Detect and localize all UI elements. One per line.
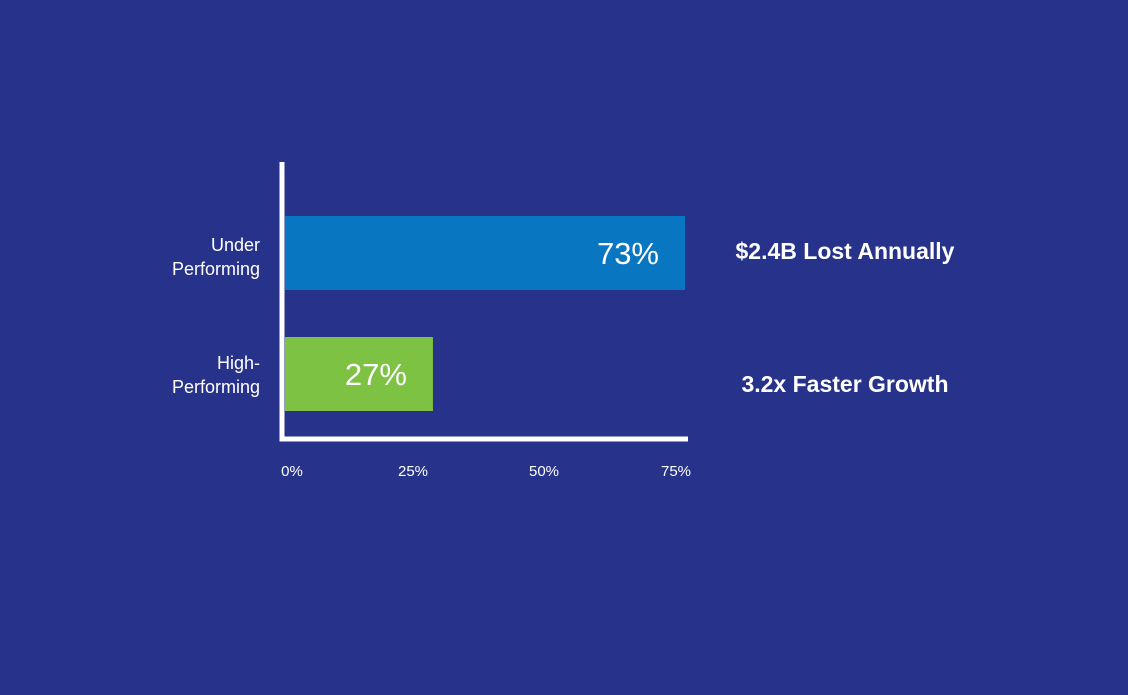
category-label-line: Under	[211, 235, 260, 255]
bar-0	[285, 216, 685, 290]
bar-value-label-0: 73%	[597, 236, 659, 271]
bar-1	[285, 337, 433, 411]
category-label-line: Performing	[172, 259, 260, 279]
x-tick-label-3: 75%	[661, 463, 691, 480]
category-label-line: Performing	[172, 377, 260, 397]
category-label-line: High-	[217, 353, 260, 373]
x-tick-label-1: 25%	[398, 463, 428, 480]
annotation-1: 3.2x Faster Growth	[741, 371, 948, 397]
x-tick-label-0: 0%	[281, 463, 303, 480]
category-label-1: High- Performing	[172, 353, 260, 397]
x-tick-label-2: 50%	[529, 463, 559, 480]
category-label-0: Under Performing	[172, 235, 260, 279]
annotation-0: $2.4B Lost Annually	[736, 238, 955, 264]
bar-value-label-1: 27%	[345, 357, 407, 392]
